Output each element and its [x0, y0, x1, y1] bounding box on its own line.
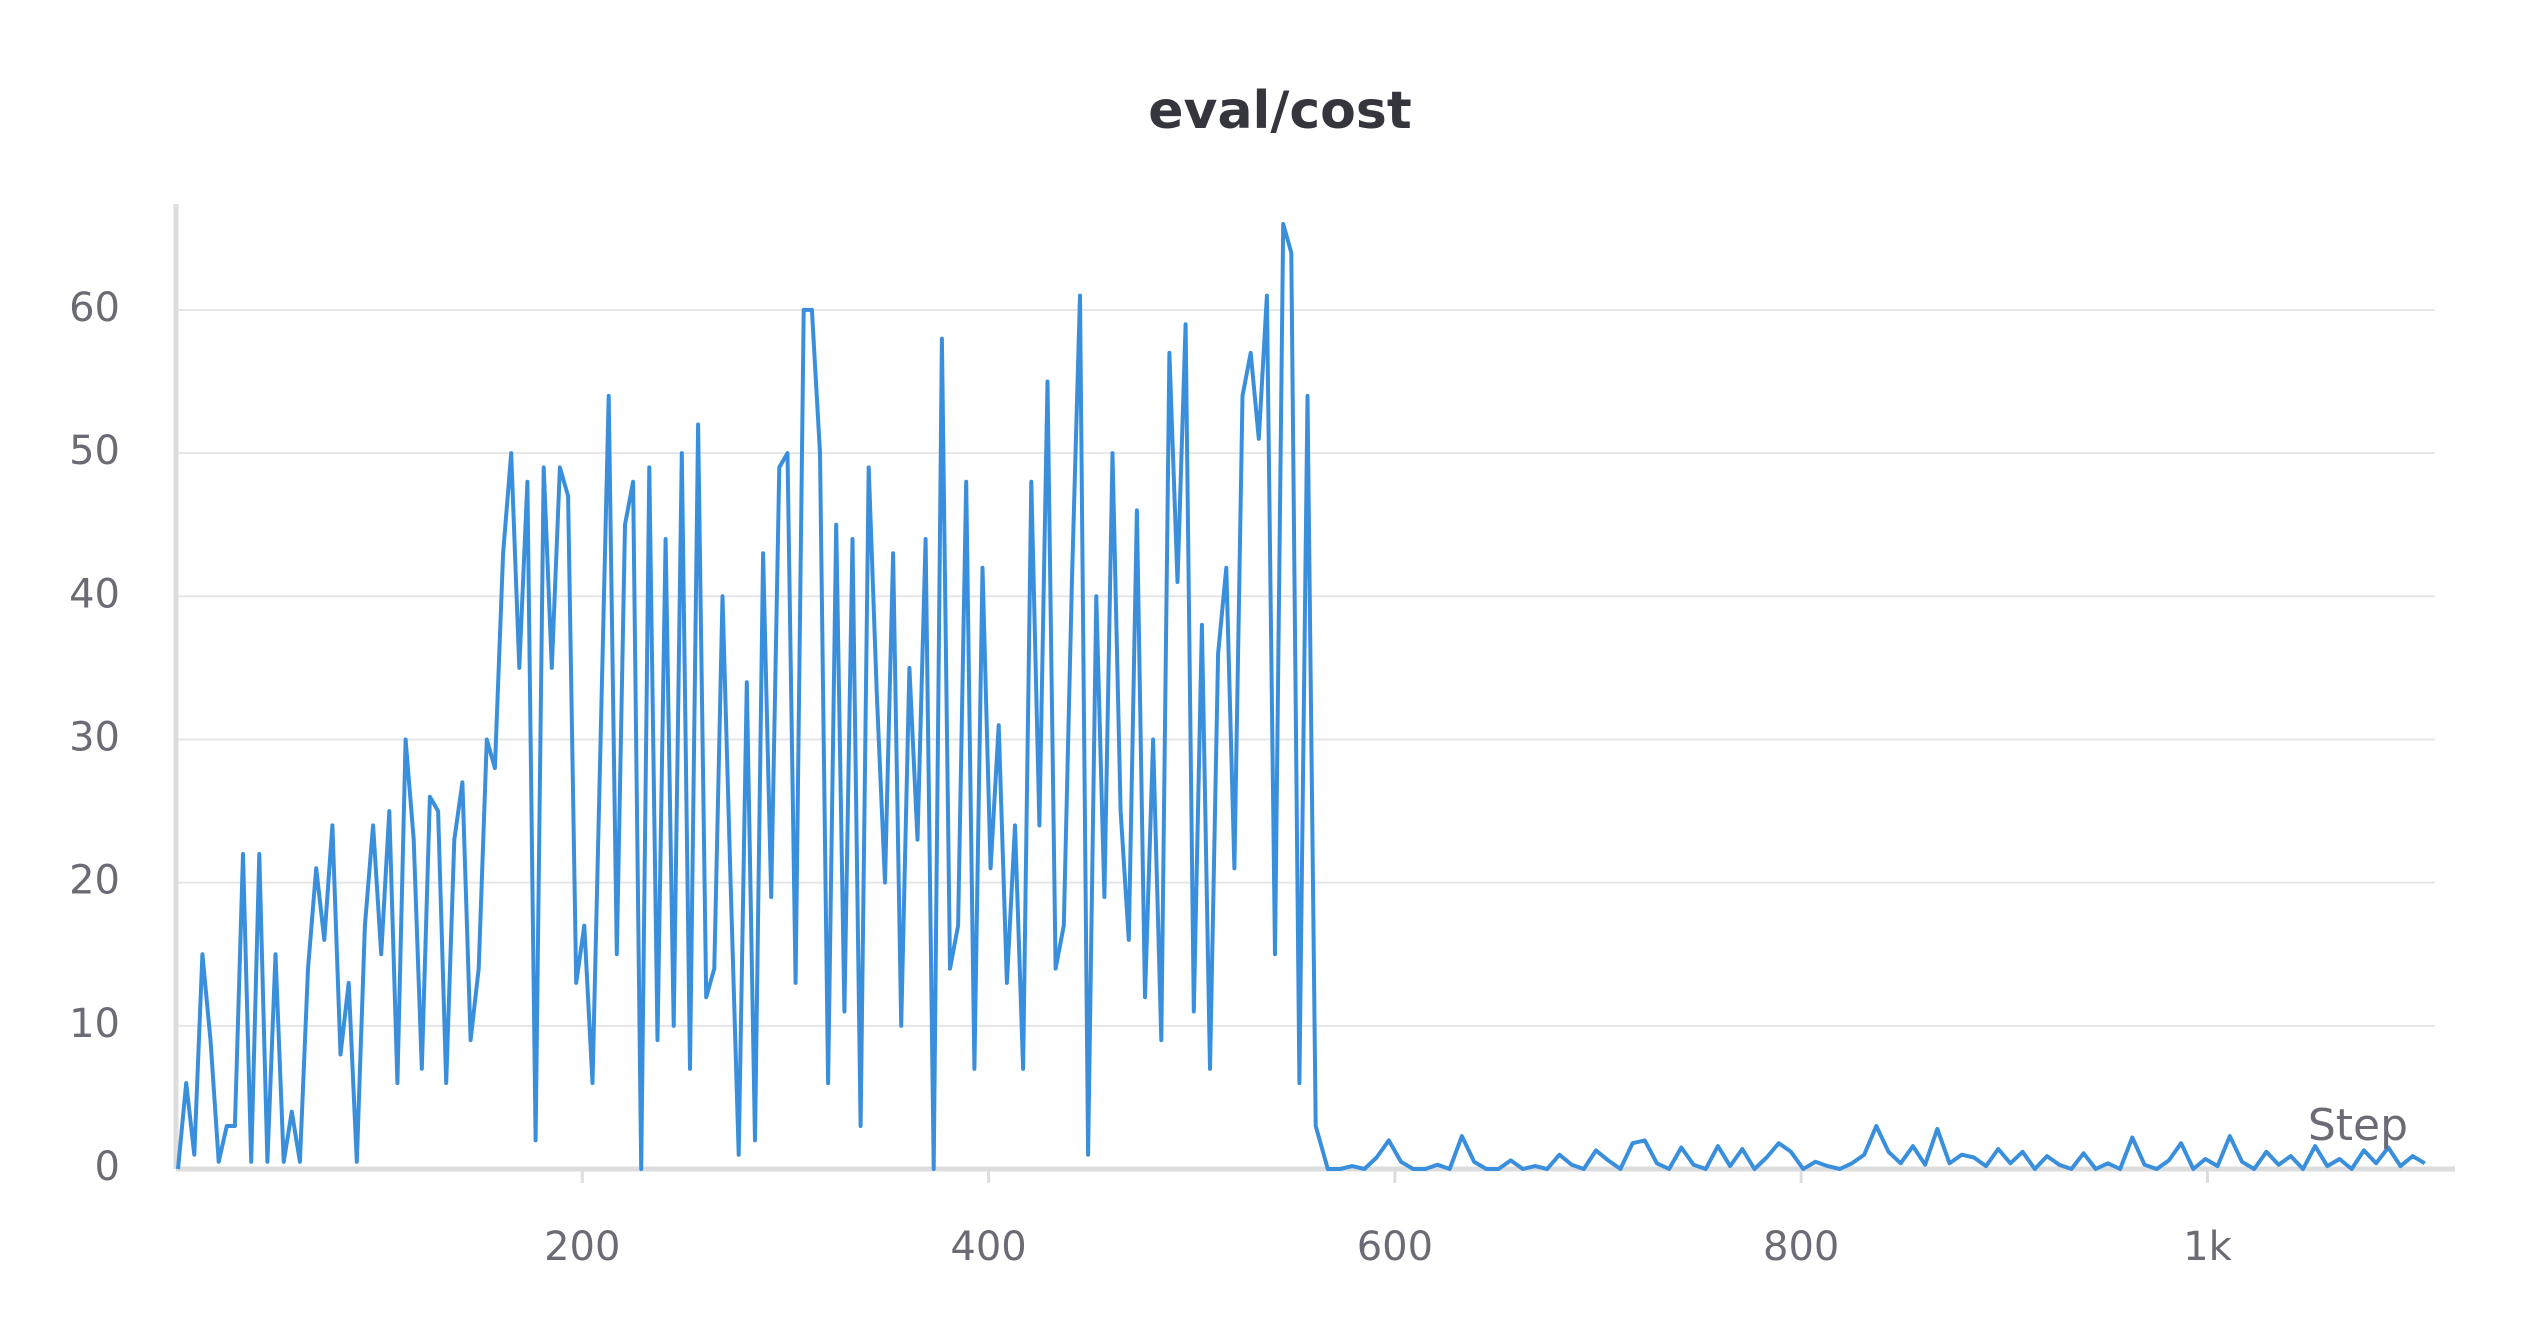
y-tick-label: 20: [69, 858, 120, 904]
y-tick-label: 30: [69, 714, 120, 760]
y-tick-label: 60: [69, 285, 120, 331]
x-tick-label: 1k: [2183, 1224, 2232, 1270]
x-tick-label: 200: [544, 1224, 620, 1270]
y-tick-label: 10: [69, 1001, 120, 1047]
x-tick-label: 800: [1763, 1224, 1839, 1270]
x-tick-label: 600: [1357, 1224, 1433, 1270]
x-axis-label: Step: [2308, 1100, 2408, 1151]
y-tick-label: 40: [69, 571, 120, 617]
y-tick-label: 50: [69, 428, 120, 474]
data-line: [176, 222, 2426, 1171]
y-tick-label: 0: [95, 1144, 120, 1190]
x-tick-label: 400: [950, 1224, 1026, 1270]
chart-title: eval/cost: [1148, 81, 1411, 141]
